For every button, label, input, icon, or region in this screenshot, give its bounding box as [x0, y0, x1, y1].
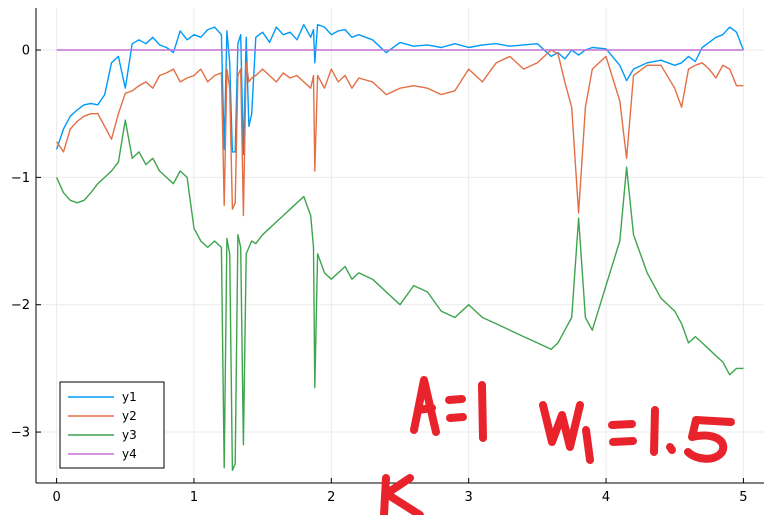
legend-box: [59, 381, 165, 469]
legend-label-y2: y2: [122, 409, 137, 423]
handwritten-one-1: [478, 381, 487, 442]
handwritten-five: [684, 416, 735, 463]
legend-label-y1: y1: [122, 390, 137, 404]
handwritten-letter-a: [410, 376, 440, 436]
legend-label-y3: y3: [122, 428, 137, 442]
series-line-y2: [56, 49, 744, 217]
handwritten-decimal-point: [666, 443, 676, 454]
handwritten-letter-w: [539, 401, 584, 451]
y-tick-label: −2: [11, 298, 30, 313]
x-tick-label: 1: [190, 490, 198, 505]
handwritten-equals-2: [608, 420, 637, 446]
y-tick-label: −3: [11, 426, 30, 441]
series-layer: [55, 23, 745, 471]
y-tick-labels: 0 −1 −2 −3: [11, 44, 41, 441]
legend-items: y1 y2 y3 y4: [68, 390, 137, 461]
series-line-y1: [55, 23, 745, 156]
handwritten-equals-1: [445, 395, 467, 422]
handwritten-letter-k: [380, 474, 424, 515]
handwritten-annotation: [380, 376, 735, 515]
y-tick-label: 0: [22, 44, 30, 59]
x-tick-labels: 0 1 2 3 4 5: [52, 478, 748, 505]
handwritten-one-2: [650, 406, 659, 456]
legend: y1 y2 y3 y4: [59, 381, 165, 469]
legend-label-y4: y4: [122, 447, 137, 461]
x-tick-label: 3: [465, 490, 473, 505]
x-tick-label: 5: [739, 490, 747, 505]
x-tick-label: 4: [602, 490, 610, 505]
handwritten-subscript-one: [582, 426, 594, 464]
x-tick-label: 2: [327, 490, 335, 505]
series-line-y3: [55, 119, 744, 471]
y-tick-label: −1: [11, 171, 30, 186]
x-tick-label: 0: [52, 490, 60, 505]
